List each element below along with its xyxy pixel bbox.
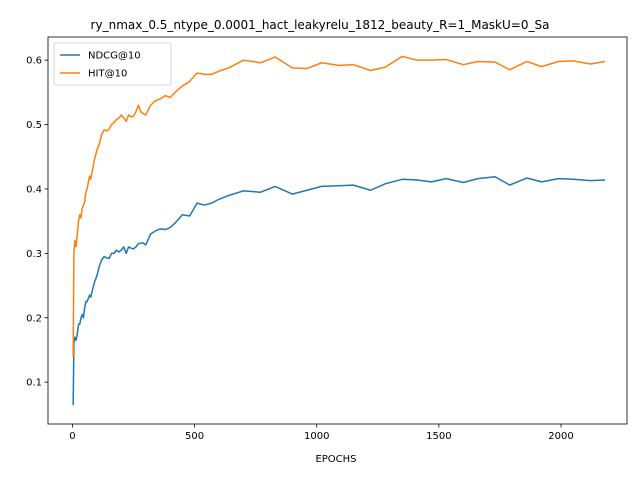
x-tick-label: 500 [185, 431, 204, 442]
x-tick-label: 2000 [548, 431, 573, 442]
x-tick-label: 1500 [426, 431, 451, 442]
legend-box [53, 42, 172, 86]
series-line-hit-10 [72, 55, 606, 358]
x-tick-label: 0 [69, 431, 75, 442]
y-tick-label: 0.4 [26, 184, 42, 195]
x-tick-label: 1000 [304, 431, 329, 442]
legend-label: HIT@10 [88, 69, 127, 80]
plot-area: 0 500 1000 1500 2000 0.1 0.2 0.3 0.4 0.5 0.6 NDCG@1… [26, 36, 628, 442]
y-tick-label: 0.6 [26, 56, 42, 67]
y-tick-label: 0.2 [26, 313, 42, 324]
chart-title: ry_nmax_0.5_ntype_0.0001_hact_leakyrelu_… [91, 18, 550, 32]
legend-label: NDCG@10 [88, 51, 141, 62]
y-tick-label: 0.5 [26, 120, 42, 131]
y-tick-label: 0.3 [26, 249, 42, 260]
series-line-ndcg-10 [72, 175, 606, 406]
y-tick-label: 0.1 [26, 378, 42, 389]
axes-frame [47, 36, 628, 425]
x-axis-label: EPOCHS [315, 454, 356, 465]
